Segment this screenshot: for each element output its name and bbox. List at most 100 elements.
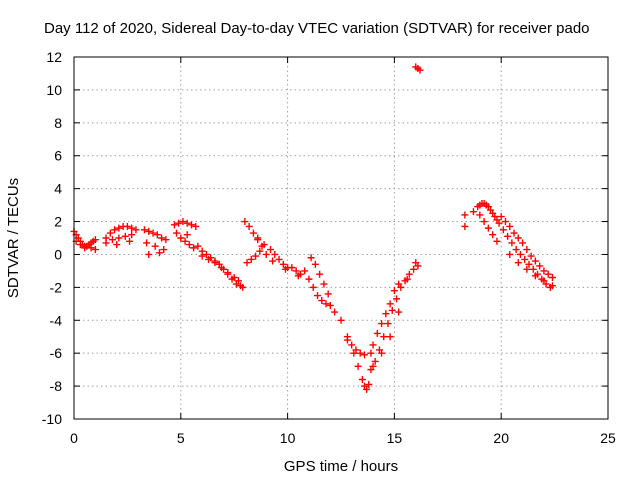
data-point — [358, 376, 366, 384]
data-point — [519, 239, 527, 247]
data-point — [497, 213, 505, 221]
data-point — [343, 336, 351, 344]
data-point — [386, 300, 394, 308]
data-point — [525, 260, 533, 268]
data-point — [102, 239, 110, 247]
y-tick-label: 8 — [54, 115, 62, 131]
data-point — [510, 229, 518, 237]
y-axis-title: SDTVAR / TECUs — [5, 178, 22, 298]
data-point — [484, 224, 492, 232]
data-point — [365, 380, 373, 388]
data-point — [514, 234, 522, 242]
data-point — [489, 231, 497, 239]
data-point — [76, 241, 84, 249]
data-point — [508, 239, 516, 247]
data-point — [523, 265, 531, 273]
data-point — [224, 269, 232, 277]
data-point — [371, 357, 379, 365]
data-point — [499, 226, 507, 234]
data-point — [181, 237, 189, 245]
data-point — [395, 308, 403, 316]
data-point — [241, 218, 249, 226]
data-point — [493, 237, 501, 245]
data-point — [262, 250, 270, 258]
data-point — [123, 222, 131, 230]
data-point — [369, 341, 377, 349]
data-point — [320, 280, 328, 288]
x-tick-label: 20 — [493, 430, 509, 446]
data-point — [390, 287, 398, 295]
chart-title: Day 112 of 2020, Sidereal Day-to-day VTE… — [44, 20, 590, 37]
data-point — [514, 259, 522, 267]
data-point — [378, 320, 386, 328]
data-point — [352, 346, 360, 354]
data-point — [158, 234, 166, 242]
data-point — [173, 229, 181, 237]
data-point — [393, 295, 401, 303]
data-point — [476, 211, 484, 219]
data-point — [202, 250, 210, 258]
data-point — [217, 264, 225, 272]
x-tick-label: 0 — [70, 430, 78, 446]
data-point — [324, 290, 332, 298]
data-point — [309, 283, 317, 291]
data-point — [292, 267, 300, 275]
y-tick-label: 12 — [46, 49, 62, 65]
data-point — [271, 250, 279, 258]
data-point — [354, 362, 362, 370]
y-tick-label: 2 — [54, 214, 62, 230]
data-point — [198, 252, 206, 260]
data-point — [397, 283, 405, 291]
data-point — [239, 283, 247, 291]
data-point — [91, 246, 99, 254]
data-point — [151, 242, 159, 250]
data-point — [405, 270, 413, 278]
data-point — [81, 244, 89, 252]
y-tick-label: 4 — [54, 181, 62, 197]
data-point — [234, 277, 242, 285]
data-point — [331, 308, 339, 316]
data-point — [275, 255, 283, 263]
data-point — [544, 270, 552, 278]
data-point — [356, 349, 364, 357]
y-tick-label: -8 — [50, 378, 63, 394]
data-point — [177, 234, 185, 242]
data-point — [185, 241, 193, 249]
data-point — [506, 222, 514, 230]
data-point — [540, 267, 548, 275]
data-point — [183, 231, 191, 239]
data-point — [367, 349, 375, 357]
data-point — [192, 222, 200, 230]
data-point — [132, 226, 140, 234]
data-point — [314, 292, 322, 300]
data-point — [115, 234, 123, 242]
x-tick-label: 15 — [387, 430, 403, 446]
data-point — [380, 333, 388, 341]
data-point — [187, 221, 195, 229]
data-point — [410, 265, 418, 273]
data-point — [501, 218, 509, 226]
data-point — [531, 257, 539, 265]
data-point — [416, 66, 424, 74]
data-point — [373, 329, 381, 337]
data-point — [531, 272, 539, 280]
data-point — [311, 260, 319, 268]
data-point — [249, 229, 257, 237]
data-point — [316, 270, 324, 278]
data-point — [128, 231, 136, 239]
data-point — [140, 226, 148, 234]
data-point — [267, 246, 275, 254]
data-point — [211, 259, 219, 267]
data-point — [294, 272, 302, 280]
x-tick-label: 25 — [600, 430, 616, 446]
data-point — [106, 229, 114, 237]
data-point — [305, 275, 313, 283]
data-point — [183, 219, 191, 227]
data-point — [269, 257, 277, 265]
data-point — [190, 244, 198, 252]
data-point — [245, 222, 253, 230]
x-tick-label: 10 — [280, 430, 296, 446]
data-point — [403, 275, 411, 283]
data-point — [548, 273, 556, 281]
data-point — [495, 219, 503, 227]
